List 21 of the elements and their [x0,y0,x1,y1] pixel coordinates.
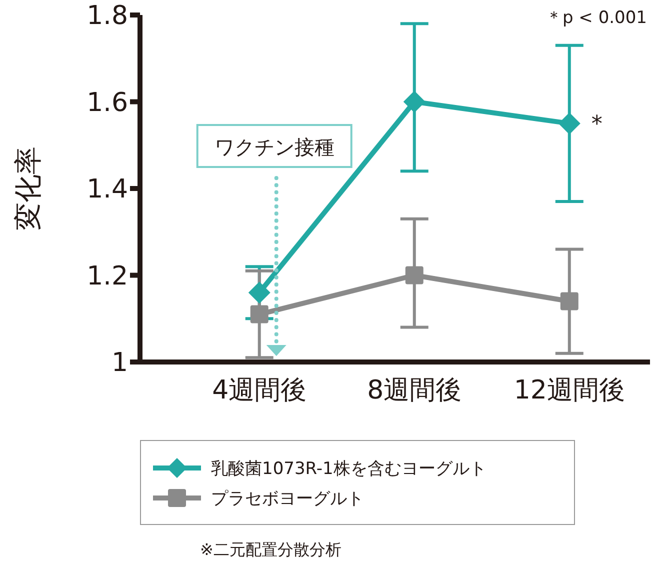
annotation: ワクチン接種 [214,135,334,159]
y-tick-label: 1.8 [86,1,128,32]
point [405,266,424,284]
annotation: * [591,112,602,138]
text: ※二元配置分散分析 [200,540,342,561]
legend-label: 乳酸菌1073R-1株を含むヨーグルト [211,458,486,480]
y-tick-label: 1.6 [86,88,128,118]
y-tick-label: 1.4 [86,174,128,205]
x-tick-label: 4週間後 [212,375,307,406]
x-tick-label: 8週間後 [367,375,462,406]
point [403,90,426,113]
x-tick-label: 12週間後 [514,375,625,406]
point [250,305,268,324]
annotation: ＊p < 0.001 [545,7,647,29]
point [558,112,580,134]
point [248,282,270,304]
y-tick-label: 1 [111,348,128,378]
legend-label: プラセボヨーグルト [211,488,364,510]
point [560,292,578,310]
y-tick-label: 1.2 [86,261,128,292]
y-axis-title: 変化率 [12,146,44,230]
